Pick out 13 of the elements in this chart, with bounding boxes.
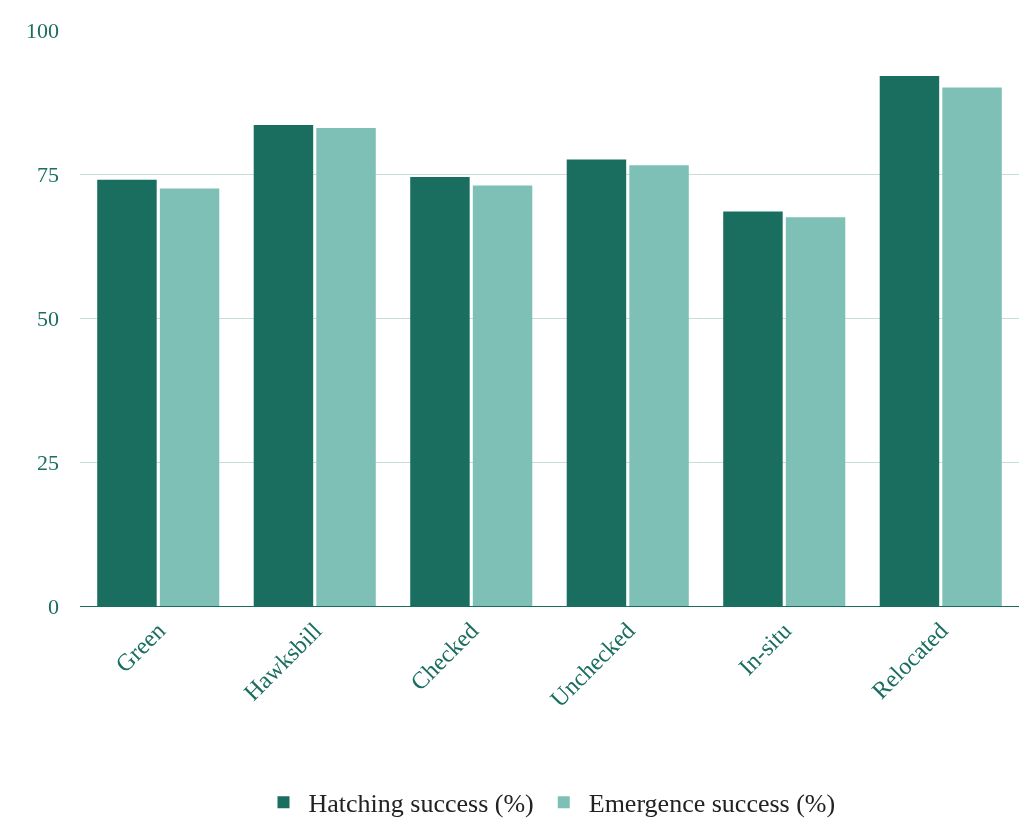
y-tick-label: 50 <box>37 305 59 331</box>
y-tick-label: 75 <box>37 161 59 187</box>
bar <box>159 188 220 606</box>
bar <box>316 127 376 606</box>
bar <box>785 217 846 606</box>
y-tick-label: 100 <box>26 17 59 43</box>
bar <box>472 185 533 606</box>
bar <box>629 165 689 606</box>
legend-label: Hatching success (%) <box>308 789 534 819</box>
y-tick-label: 25 <box>37 449 59 475</box>
legend-label: Emergence success (%) <box>588 789 836 819</box>
bar <box>942 87 1002 606</box>
y-tick-label: 0 <box>48 593 59 619</box>
